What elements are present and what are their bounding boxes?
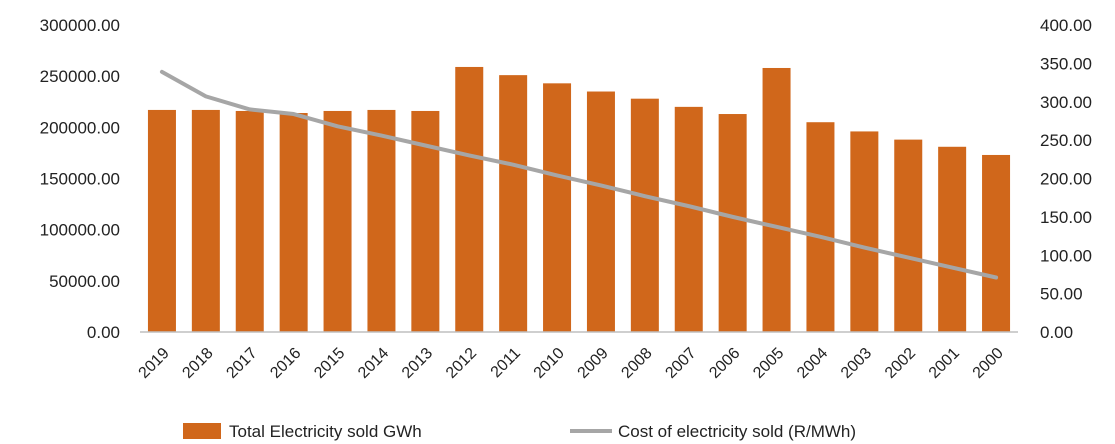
right-axis-tick-label: 350.00: [1040, 54, 1092, 73]
legend: Total Electricity sold GWh Cost of elect…: [183, 422, 856, 441]
x-axis-tick-label: 2018: [179, 345, 216, 382]
left-axis-tick-labels: 0.00 50000.00 100000.00 150000.00 200000.00 2…: [40, 16, 120, 342]
x-axis-tick-label: 2001: [926, 345, 963, 382]
bar: [367, 109, 396, 332]
x-axis-tick-label: 2005: [750, 345, 787, 382]
bar: [850, 131, 879, 332]
right-axis-tick-label: 400.00: [1040, 16, 1092, 35]
left-axis-tick-label: 300000.00: [40, 16, 120, 35]
right-axis-tick-label: 200.00: [1040, 170, 1092, 189]
right-axis-tick-labels: 0.00 50.00 100.00 150.00 200.00 250.00 300.00 3…: [1040, 16, 1092, 342]
bar: [762, 67, 791, 332]
bar: [191, 109, 220, 332]
left-axis-tick-label: 200000.00: [40, 118, 120, 137]
legend-label-line: Cost of electricity sold (R/MWh): [618, 422, 856, 441]
bar: [279, 113, 308, 332]
x-axis-tick-label: 2013: [399, 345, 436, 382]
bar-series: [147, 66, 1011, 333]
x-axis-tick-label: 2019: [136, 345, 173, 382]
bar: [894, 139, 923, 332]
x-axis-tick-label: 2017: [223, 345, 260, 382]
bar: [499, 75, 528, 332]
bar: [718, 114, 747, 332]
bar: [938, 146, 967, 332]
left-axis-tick-label: 0.00: [87, 323, 120, 342]
cost-line-series: [159, 69, 999, 280]
left-axis-tick-label: 250000.00: [40, 67, 120, 86]
x-axis-tick-label: 2002: [882, 345, 919, 382]
left-axis-tick-label: 100000.00: [40, 221, 120, 240]
right-axis-tick-label: 300.00: [1040, 93, 1092, 112]
bar: [630, 98, 659, 333]
legend-swatch-bar: [183, 423, 221, 439]
x-axis-tick-label: 2016: [267, 345, 304, 382]
x-axis-tick-labels: 2019 2018 2017 2016 2015 2014 2013 2012 2011 2010…: [136, 345, 1007, 382]
right-axis-tick-label: 50.00: [1040, 285, 1083, 304]
right-axis-tick-label: 100.00: [1040, 246, 1092, 265]
bar: [586, 91, 615, 333]
bar: [543, 83, 572, 332]
bar: [674, 106, 703, 332]
bar: [806, 122, 835, 332]
x-axis-tick-label: 2003: [838, 345, 875, 382]
x-axis-tick-label: 2009: [575, 345, 612, 382]
x-axis-tick-label: 2014: [355, 345, 392, 382]
right-axis-tick-label: 150.00: [1040, 208, 1092, 227]
bar: [323, 110, 352, 333]
x-axis-tick-label: 2006: [706, 345, 743, 382]
bar: [147, 109, 176, 332]
x-axis-tick-label: 2015: [311, 345, 348, 382]
left-axis-tick-label: 50000.00: [49, 272, 120, 291]
bar: [982, 154, 1011, 332]
x-axis-tick-label: 2004: [794, 345, 831, 382]
x-axis-tick-label: 2007: [662, 345, 699, 382]
bar: [235, 110, 264, 333]
x-axis-tick-label: 2011: [488, 345, 524, 381]
x-axis-tick-label: 2008: [618, 345, 655, 382]
x-axis-tick-label: 2012: [443, 345, 480, 382]
left-axis-tick-label: 150000.00: [40, 170, 120, 189]
x-axis-tick-label: 2010: [531, 345, 568, 382]
right-axis-tick-label: 0.00: [1040, 323, 1073, 342]
right-axis-tick-label: 250.00: [1040, 131, 1092, 150]
bar: [455, 66, 484, 332]
legend-label-bar: Total Electricity sold GWh: [229, 422, 422, 441]
x-axis-tick-label: 2000: [970, 345, 1007, 382]
